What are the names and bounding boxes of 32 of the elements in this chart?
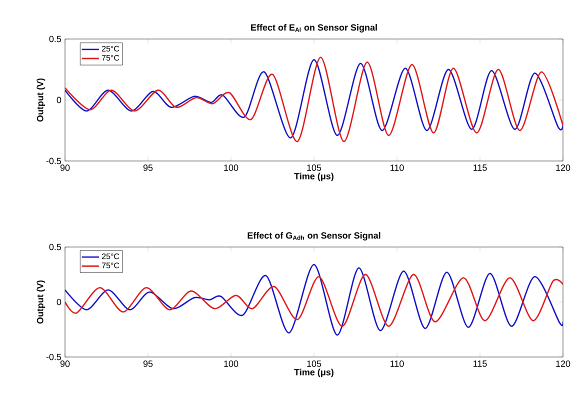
x-tick-label: 100	[224, 164, 238, 171]
legend-label: 75°C	[102, 262, 120, 268]
x-tick-label: 95	[143, 360, 153, 367]
x-tick-label: 100	[224, 360, 238, 367]
line-series	[65, 264, 563, 336]
x-tick-label: 115	[474, 360, 487, 367]
x-tick-label: 115	[474, 164, 487, 171]
x-tick-label: 120	[556, 360, 570, 367]
y-tick-label: 0	[56, 96, 62, 104]
x-tick-label: 90	[60, 360, 70, 367]
legend-label: 75°C	[102, 54, 120, 61]
x-tick-label: 120	[556, 164, 570, 171]
x-tick-label: 110	[390, 360, 404, 367]
x-tick-label: 95	[143, 164, 153, 171]
legend-label: 25°C	[102, 254, 120, 260]
y-tick-label: 0.5	[49, 244, 62, 250]
legend-label: 25°C	[102, 46, 120, 52]
x-tick-label: 110	[390, 164, 404, 171]
line-series	[65, 274, 563, 327]
y-tick-label: 0	[56, 298, 62, 306]
chart-title: Effect of G$_{Adh}$ on Sensor Signal	[248, 232, 380, 240]
y-tick-label: -0.5	[46, 354, 62, 360]
x-axis-title: Time (μs)	[294, 172, 334, 182]
x-axis-title: Time (μs)	[294, 368, 334, 378]
y-tick-label: 0.5	[49, 36, 62, 42]
chart-title: Effect of E$_{Al}$ on Sensor Signal	[251, 24, 377, 32]
y-axis-title: Output (V)	[36, 280, 46, 324]
x-tick-label: 105	[307, 360, 322, 367]
x-tick-label: 90	[60, 164, 70, 171]
y-axis-title: Output (V)	[36, 78, 46, 122]
y-tick-label: -0.5	[46, 158, 62, 164]
x-tick-label: 105	[307, 164, 322, 171]
